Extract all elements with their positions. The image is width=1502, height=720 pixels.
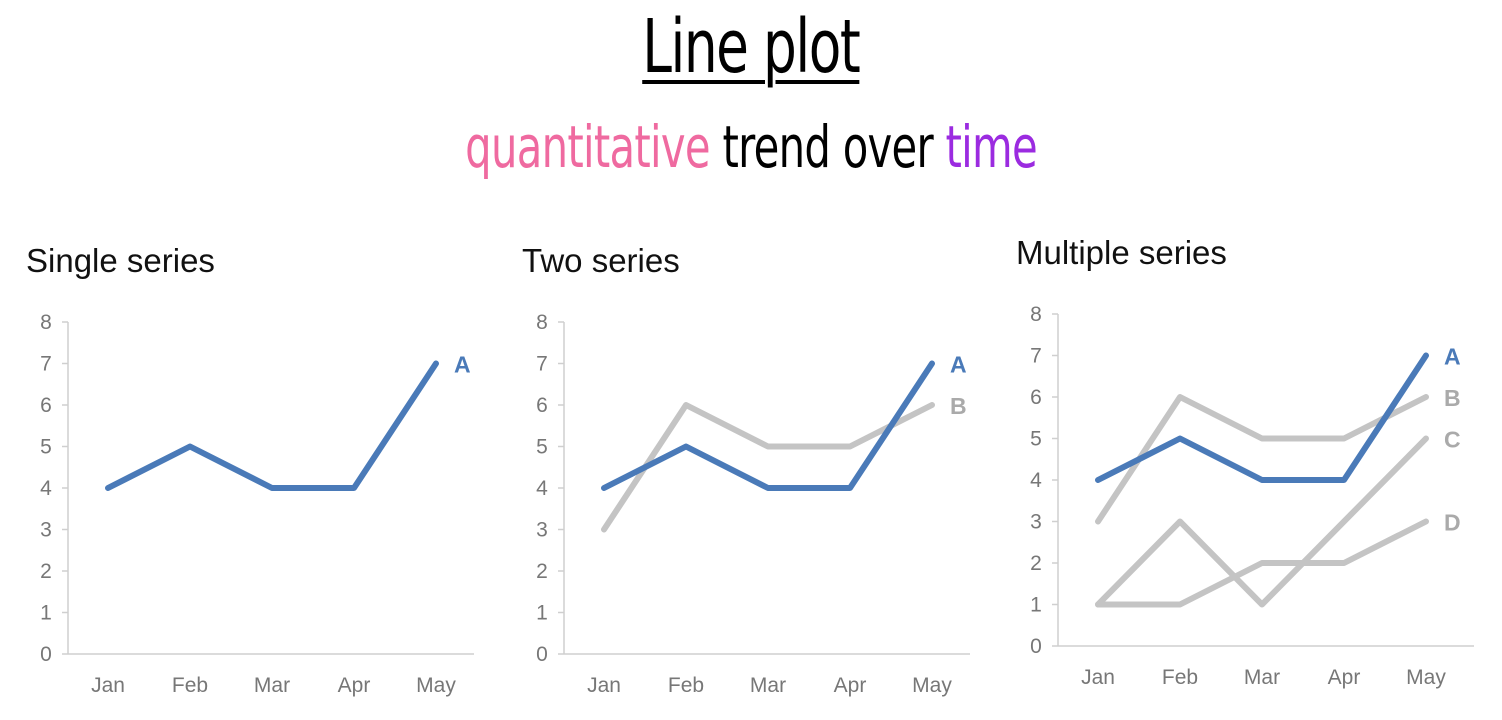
series-line-b — [1095, 394, 1429, 525]
series-line-c — [1095, 435, 1429, 608]
subtitle-time: time — [945, 113, 1037, 181]
series-label-c: C — [1444, 427, 1461, 453]
x-tick-label: Apr — [338, 674, 371, 697]
page-title: Line plot — [0, 10, 1502, 84]
y-tick-label: 1 — [536, 602, 548, 625]
y-tick-label: 2 — [536, 560, 548, 583]
y-tick-label: 3 — [40, 519, 52, 542]
series-label-d: D — [1444, 510, 1461, 536]
x-tick-label: Feb — [1162, 666, 1198, 689]
chart-title: Multiple series — [1016, 234, 1227, 271]
y-tick-label: 2 — [40, 560, 52, 583]
y-tick-label: 0 — [536, 643, 548, 666]
x-tick-label: Mar — [750, 674, 786, 697]
y-tick-label: 8 — [40, 311, 52, 334]
subtitle-middle: trend over — [709, 113, 946, 181]
chart-panel-two-series: Two series 0 1 2 3 4 5 6 7 8 Jan Feb Mar Apr May B A — [522, 242, 992, 712]
series-label-a: A — [950, 352, 967, 378]
series-line-a — [1095, 352, 1429, 483]
x-tick-label: Mar — [254, 674, 290, 697]
series-line-a — [601, 360, 935, 491]
chart-title: Single series — [26, 242, 215, 279]
x-tick-label: May — [1406, 666, 1446, 689]
y-tick-label: 7 — [40, 353, 52, 376]
y-tick-label: 7 — [536, 353, 548, 376]
y-tick-label: 8 — [536, 311, 548, 334]
y-tick-label: 4 — [1030, 469, 1042, 492]
y-tick-label: 6 — [536, 394, 548, 417]
y-tick-label: 1 — [1030, 594, 1042, 617]
x-tick-label: May — [416, 674, 456, 697]
x-tick-label: Apr — [1328, 666, 1361, 689]
x-tick-label: Mar — [1244, 666, 1280, 689]
series-line-a — [105, 360, 439, 491]
line-chart-two-series: 0 1 2 3 4 5 6 7 8 Jan Feb Mar Apr May BA — [536, 311, 970, 697]
x-tick-label: Jan — [91, 674, 125, 697]
x-tick-label: Jan — [587, 674, 621, 697]
series-label-b: B — [1444, 385, 1461, 411]
y-tick-label: 4 — [40, 477, 52, 500]
y-tick-label: 6 — [1030, 386, 1042, 409]
chart-panel-single-series: Single series 0 1 2 3 4 5 6 7 8 Jan Feb Mar Apr May A — [26, 242, 496, 712]
x-tick-label: Apr — [834, 674, 867, 697]
y-tick-label: 6 — [40, 394, 52, 417]
series-label-b: B — [950, 393, 967, 419]
x-tick-label: May — [912, 674, 952, 697]
y-tick-label: 2 — [1030, 552, 1042, 575]
y-tick-label: 5 — [1030, 428, 1042, 451]
chart-panel-multiple-series: Multiple series 0 1 2 3 4 5 6 7 8 Jan Feb Mar Apr May… — [1016, 234, 1496, 712]
x-tick-label: Feb — [172, 674, 208, 697]
chart-title: Two series — [522, 242, 680, 279]
y-tick-label: 3 — [1030, 511, 1042, 534]
series-line-b — [601, 402, 935, 533]
line-chart-multiple-series: 0 1 2 3 4 5 6 7 8 Jan Feb Mar Apr May D CBA — [1030, 303, 1474, 689]
y-tick-label: 8 — [1030, 303, 1042, 326]
line-chart-single-series: 0 1 2 3 4 5 6 7 8 Jan Feb Mar Apr May A — [40, 311, 474, 697]
page-title-text: Line plot — [642, 4, 861, 90]
y-tick-label: 4 — [536, 477, 548, 500]
y-tick-label: 0 — [1030, 635, 1042, 658]
y-tick-label: 0 — [40, 643, 52, 666]
y-tick-label: 1 — [40, 602, 52, 625]
y-tick-label: 7 — [1030, 345, 1042, 368]
y-tick-label: 5 — [536, 436, 548, 459]
series-label-a: A — [454, 352, 471, 378]
y-tick-label: 3 — [536, 519, 548, 542]
x-tick-label: Feb — [668, 674, 704, 697]
subtitle-quantitative: quantitative — [465, 113, 710, 181]
page-subtitle: quantitative trend over time — [0, 118, 1502, 176]
y-tick-label: 5 — [40, 436, 52, 459]
page-subtitle-inner: quantitative trend over time — [465, 118, 1038, 176]
series-line-d — [1095, 518, 1429, 608]
series-label-a: A — [1444, 344, 1461, 370]
x-tick-label: Jan — [1081, 666, 1115, 689]
